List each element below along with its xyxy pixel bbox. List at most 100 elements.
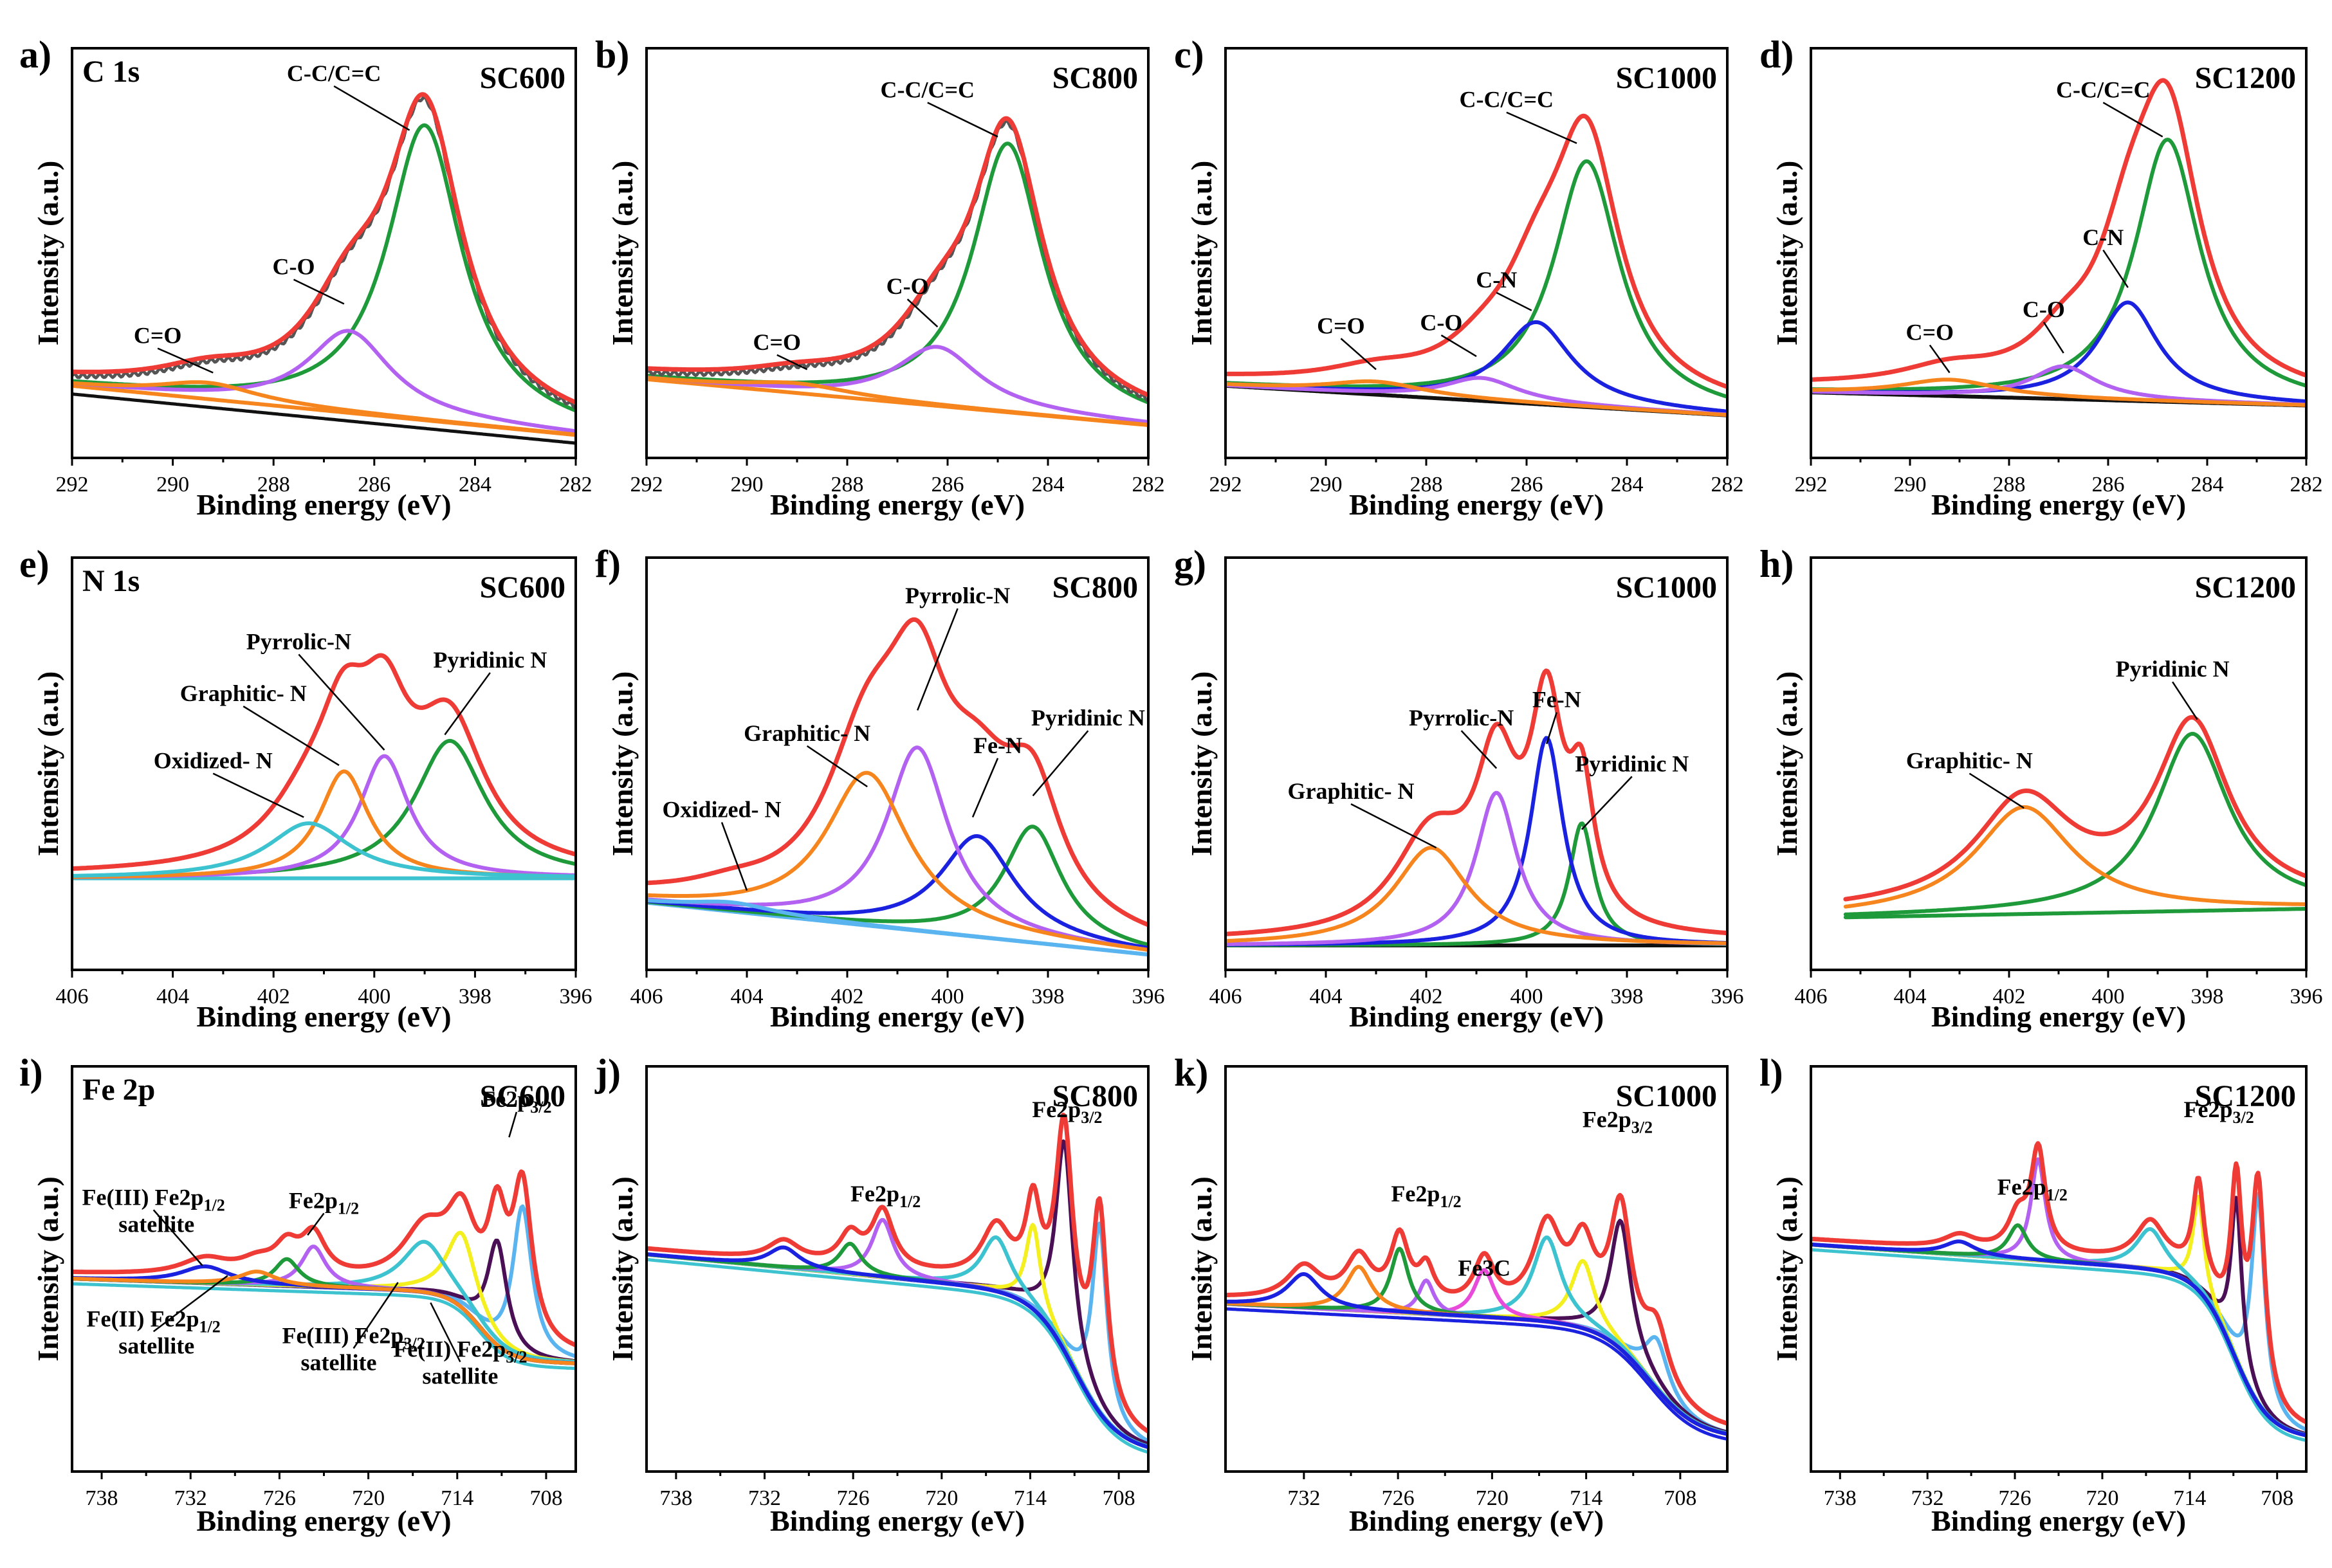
envelope-fit bbox=[1843, 715, 2306, 902]
annotation-pointer bbox=[1340, 338, 1377, 370]
x-tick-label: 720 bbox=[925, 1486, 958, 1510]
x-tick-label: 406 bbox=[1209, 985, 1242, 1008]
annotation-pointer bbox=[1929, 344, 1951, 374]
peak-annotation: Pyrrolic-N bbox=[1409, 705, 1514, 731]
peak-fe3c bbox=[1226, 1268, 1727, 1436]
x-axis-label: Binding energy (eV) bbox=[770, 1000, 1025, 1033]
x-tick-label: 290 bbox=[1894, 473, 1927, 497]
peak-annotation: C=O bbox=[1906, 320, 1954, 345]
x-tick-label: 402 bbox=[831, 985, 864, 1008]
envelope-fit bbox=[647, 116, 1148, 397]
x-tick-label: 732 bbox=[174, 1486, 207, 1510]
panel-letter: i) bbox=[19, 1052, 43, 1094]
peak-pyrrolic-n bbox=[72, 754, 576, 879]
peak-annotation: Pyridinic N bbox=[1575, 751, 1689, 776]
envelope-fit bbox=[1226, 113, 1727, 389]
curves bbox=[72, 653, 576, 880]
peak-annotation: Fe(III) Fe2p1/2 bbox=[82, 1184, 225, 1214]
x-tick-label: 720 bbox=[1476, 1486, 1509, 1510]
x-tick-label: 290 bbox=[731, 473, 764, 497]
annotation-pointer bbox=[927, 102, 998, 138]
sample-label: SC1000 bbox=[1616, 570, 1717, 605]
peak-oxidized-n bbox=[647, 898, 1148, 957]
x-tick-label: 402 bbox=[1410, 985, 1443, 1008]
y-axis-label: Intensity (a.u.) bbox=[606, 161, 639, 346]
x-axis-label: Binding energy (eV) bbox=[770, 488, 1025, 521]
sample-label: SC600 bbox=[480, 570, 565, 605]
x-axis-label: Binding energy (eV) bbox=[1349, 488, 1604, 521]
plot-frame bbox=[1224, 1065, 1729, 1473]
peak-annotation: C-O bbox=[1420, 309, 1462, 335]
x-tick-label: 404 bbox=[156, 985, 189, 1008]
annotation-pointer bbox=[1581, 776, 1633, 830]
peak-annotation: Pyridinic N bbox=[1031, 705, 1145, 731]
peak-fe2p1-2-c bbox=[1811, 1239, 2306, 1437]
x-tick-label: 286 bbox=[2092, 473, 2125, 497]
peak-c-o bbox=[1811, 378, 2306, 407]
x-axis-label: Binding energy (eV) bbox=[1349, 1504, 1604, 1537]
x-tick-label: 282 bbox=[560, 473, 592, 497]
background-line-2 bbox=[1811, 1248, 2306, 1443]
peak-fe2p1-2-c bbox=[647, 1245, 1148, 1450]
panel-letter: j) bbox=[594, 1052, 621, 1094]
peak-annotation: C-C/C=C bbox=[1460, 87, 1554, 113]
annotation-pointer bbox=[971, 758, 999, 818]
x-tick-label: 726 bbox=[1999, 1486, 2032, 1510]
panel-letter: h) bbox=[1759, 543, 1794, 585]
curves bbox=[1226, 1192, 1727, 1441]
peak-annotation: C-O bbox=[273, 254, 315, 280]
peak-c-o bbox=[72, 329, 576, 433]
peak-fe2p1-2-c bbox=[1226, 1264, 1727, 1436]
x-tick-label: 406 bbox=[630, 985, 663, 1008]
y-axis-label: Intensity (a.u.) bbox=[32, 161, 64, 346]
x-tick-label: 290 bbox=[156, 473, 189, 497]
x-axis-label: Binding energy (eV) bbox=[1349, 1000, 1604, 1033]
panel-letter: e) bbox=[19, 543, 50, 585]
peak-annotation: Fe2p1/2 bbox=[1391, 1181, 1461, 1211]
annotation-pointer bbox=[212, 772, 304, 818]
x-tick-label: 404 bbox=[731, 985, 764, 1008]
x-tick-label: 708 bbox=[2261, 1486, 2293, 1510]
peak-annotation: Fe(II) Fe2p3/2 bbox=[393, 1336, 527, 1367]
peak-annotation: C-C/C=C bbox=[287, 60, 381, 86]
peak-annotation: Pyridinic N bbox=[433, 647, 547, 673]
x-tick-label: 400 bbox=[1510, 985, 1543, 1008]
x-tick-label: 714 bbox=[1570, 1486, 1602, 1510]
peak-annotation: C=O bbox=[134, 323, 182, 349]
sample-label: SC800 bbox=[1052, 1079, 1138, 1113]
envelope-fit bbox=[72, 653, 576, 871]
curves bbox=[1811, 78, 2306, 408]
y-axis-label: Intensity (a.u.) bbox=[32, 1176, 64, 1362]
x-tick-label: 708 bbox=[1103, 1486, 1135, 1510]
background-line bbox=[1843, 907, 2306, 920]
sample-label: SC800 bbox=[1052, 61, 1138, 95]
peak-annotation: satellite bbox=[301, 1350, 377, 1376]
annotation-pointer bbox=[1032, 730, 1089, 797]
panel-l: 738 732 726 720 714 708 Binding energy (eV) Int… bbox=[1759, 1052, 2308, 1537]
x-tick-label: 732 bbox=[748, 1486, 781, 1510]
peak-fe-n bbox=[647, 834, 1148, 950]
y-axis-label: Intensity (a.u.) bbox=[1185, 1176, 1218, 1362]
x-tick-label: 292 bbox=[1795, 473, 1828, 497]
x-tick-label: 732 bbox=[1911, 1486, 1944, 1510]
x-tick-label: 708 bbox=[1664, 1486, 1696, 1510]
peak-c-o bbox=[72, 380, 576, 437]
core-level-label: Fe 2p bbox=[82, 1073, 155, 1107]
x-tick-label: 288 bbox=[831, 473, 864, 497]
panel-letter: g) bbox=[1174, 543, 1206, 585]
panel-f: 406 404 402 400 398 396 Binding energy (eV) Int… bbox=[595, 543, 1165, 1033]
annotation-pointer bbox=[917, 608, 959, 711]
sample-label: SC800 bbox=[1052, 570, 1138, 605]
x-tick-label: 398 bbox=[2191, 985, 2224, 1008]
annotation-pointer bbox=[1496, 291, 1532, 311]
annotation-pointer bbox=[721, 822, 748, 891]
plot-frame bbox=[71, 556, 577, 971]
x-tick-label: 714 bbox=[2173, 1486, 2206, 1510]
annotation-pointer bbox=[152, 1275, 228, 1333]
peak-c-o bbox=[1226, 379, 1727, 417]
x-axis-label: Binding energy (eV) bbox=[770, 1504, 1025, 1537]
x-tick-label: 284 bbox=[459, 473, 491, 497]
x-tick-label: 714 bbox=[1014, 1486, 1047, 1510]
x-tick-label: 284 bbox=[1611, 473, 1644, 497]
peak-c-c-c-c bbox=[1811, 138, 2306, 392]
